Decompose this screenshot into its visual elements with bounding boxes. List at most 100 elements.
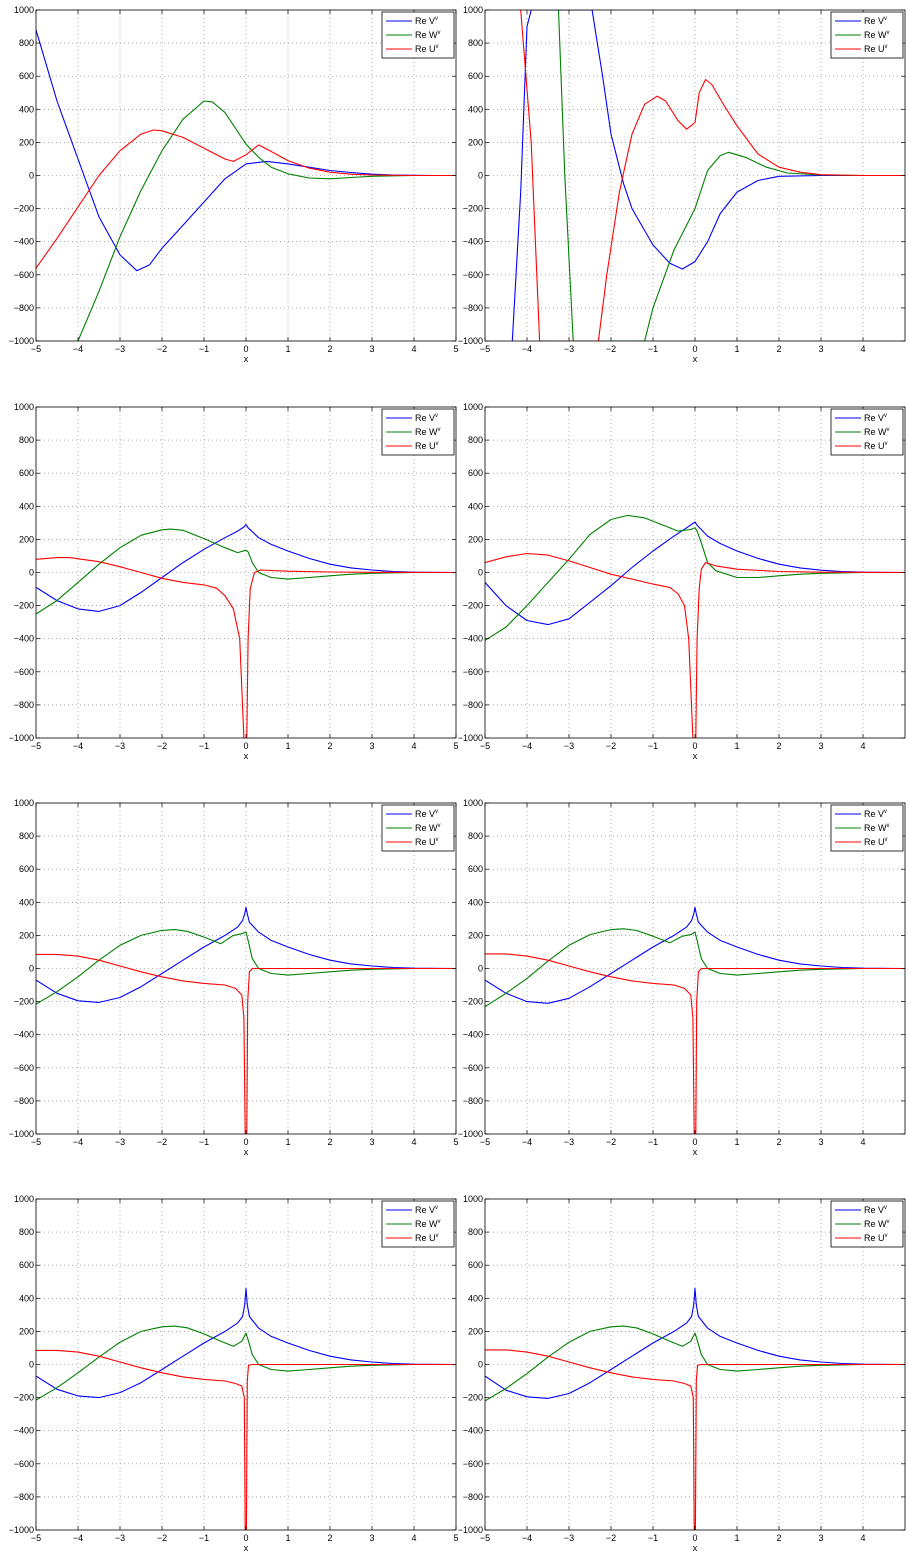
x-tick-label: 0: [243, 344, 248, 354]
y-tick-label: 600: [19, 468, 34, 478]
x-tick-label: −1: [199, 1137, 209, 1147]
y-tick-label: −400: [14, 1426, 34, 1436]
series-group: [36, 523, 456, 738]
y-tick-label: −600: [463, 1459, 483, 1469]
legend-label: Re Vv: [864, 809, 887, 819]
y-tick-label: −1000: [458, 1525, 483, 1535]
x-tick-label: −1: [648, 344, 658, 354]
x-tick-label: 4: [411, 1533, 416, 1543]
series-line-re-u: [36, 129, 456, 269]
x-tick-label: −1: [648, 1533, 658, 1543]
y-tick-label: −600: [14, 270, 34, 280]
y-tick-label: 200: [19, 137, 34, 147]
series-line-re-v: [511, 10, 905, 341]
x-tick-label: 3: [818, 1533, 823, 1543]
y-tick-label: 200: [468, 534, 483, 544]
y-tick-label: 800: [468, 38, 483, 48]
x-tick-label: −1: [199, 344, 209, 354]
subplot-8: −5 −4 −3 −2 −1 0 1 2 3 4 1000 800 600 400 200 0 −200 −400…: [458, 1194, 906, 1553]
x-tick-label: 0: [692, 1137, 697, 1147]
y-tick-label: −200: [463, 601, 483, 611]
y-tick-label: −400: [463, 634, 483, 644]
series-line-re-v: [485, 521, 905, 626]
x-tick-label: 0: [243, 1137, 248, 1147]
y-tick-label: 800: [468, 831, 483, 841]
x-tick-label: 1: [285, 1533, 290, 1543]
y-tick-label: 400: [468, 104, 483, 114]
x-tick-label: 4: [860, 741, 865, 751]
y-tick-label: −400: [463, 1426, 483, 1436]
legend-label: Re Wv: [415, 30, 441, 40]
series-group: [485, 1287, 905, 1530]
legend-label: Re Vv: [415, 413, 438, 423]
x-tick-label: 4: [411, 344, 416, 354]
y-tick-label: 800: [468, 435, 483, 445]
subplot-1: −5 −4 −3 −2 −1 0 1 2 3 4 5 1000 800 600 400 200 0 −200 −40…: [9, 5, 459, 364]
y-tick-label: 400: [19, 501, 34, 511]
y-tick-label: −400: [14, 1030, 34, 1040]
y-tick-label: −1000: [9, 1129, 34, 1139]
x-tick-label: 0: [243, 1533, 248, 1543]
subplot-3: −5 −4 −3 −2 −1 0 1 2 3 4 5 1000 800 600 400 200 0 −200 −40…: [9, 402, 459, 761]
x-tick-label: −4: [73, 344, 83, 354]
legend-label: Re Vv: [864, 1205, 887, 1215]
x-axis-label: x: [693, 1543, 698, 1553]
x-axis-label: x: [244, 751, 249, 761]
y-tick-label: 400: [468, 1293, 483, 1303]
y-tick-label: −800: [14, 700, 34, 710]
y-tick-label: 200: [468, 930, 483, 940]
x-tick-label: −1: [648, 741, 658, 751]
x-tick-label: −4: [522, 1533, 532, 1543]
y-tick-label: 1000: [14, 402, 34, 412]
legend-label: Re Uv: [415, 44, 439, 54]
x-tick-label: −2: [157, 741, 167, 751]
y-tick-label: −800: [14, 303, 34, 313]
y-tick-label: −600: [463, 667, 483, 677]
series-line-re-v: [36, 523, 456, 612]
x-tick-label: 2: [776, 1533, 781, 1543]
x-tick-label: 2: [776, 741, 781, 751]
x-tick-label: −3: [564, 1533, 574, 1543]
y-tick-label: 400: [468, 897, 483, 907]
y-tick-label: 0: [29, 964, 34, 974]
x-tick-label: 1: [285, 1137, 290, 1147]
x-tick-label: −5: [480, 344, 490, 354]
y-tick-label: 800: [19, 38, 34, 48]
x-tick-label: 4: [860, 1533, 865, 1543]
y-tick-label: −400: [463, 1030, 483, 1040]
y-tick-label: 0: [29, 171, 34, 181]
x-tick-label: −3: [115, 1137, 125, 1147]
x-tick-label: −4: [73, 741, 83, 751]
y-tick-label: 600: [468, 71, 483, 81]
y-tick-label: 800: [19, 831, 34, 841]
series-group: [36, 906, 456, 1134]
subplot-4: −5 −4 −3 −2 −1 0 1 2 3 4 1000 800 600 400 200 0 −200 −400…: [458, 402, 906, 761]
series-line-re-w: [36, 929, 456, 1005]
x-axis-label: x: [244, 1147, 249, 1157]
y-tick-label: 600: [19, 71, 34, 81]
x-tick-label: 3: [369, 1137, 374, 1147]
y-tick-label: −1000: [9, 733, 34, 743]
subplot-5: −5 −4 −3 −2 −1 0 1 2 3 4 5 1000 800 600 400 200 0 −200 −40…: [9, 798, 459, 1157]
legend: Re Vv Re Wv Re Uv: [830, 11, 904, 59]
y-tick-label: −1000: [458, 336, 483, 346]
x-tick-label: 3: [369, 344, 374, 354]
series-line-re-v: [36, 906, 456, 1003]
y-tick-label: −1000: [458, 733, 483, 743]
series-line-re-w: [36, 528, 456, 615]
y-tick-label: −200: [463, 997, 483, 1007]
x-tick-label: 1: [734, 1137, 739, 1147]
y-tick-label: −800: [14, 1492, 34, 1502]
series-line-re-v: [485, 906, 905, 1004]
series-line-re-u: [485, 953, 905, 1134]
x-tick-label: 5: [453, 741, 458, 751]
y-tick-label: 800: [468, 1227, 483, 1237]
x-tick-label: −2: [157, 1137, 167, 1147]
y-tick-label: 1000: [463, 1194, 483, 1204]
series-line-re-v: [36, 1287, 456, 1399]
x-tick-label: −5: [480, 1533, 490, 1543]
x-tick-label: −1: [648, 1137, 658, 1147]
y-tick-label: 200: [468, 1326, 483, 1336]
y-tick-label: −400: [463, 237, 483, 247]
x-tick-label: −1: [199, 1533, 209, 1543]
